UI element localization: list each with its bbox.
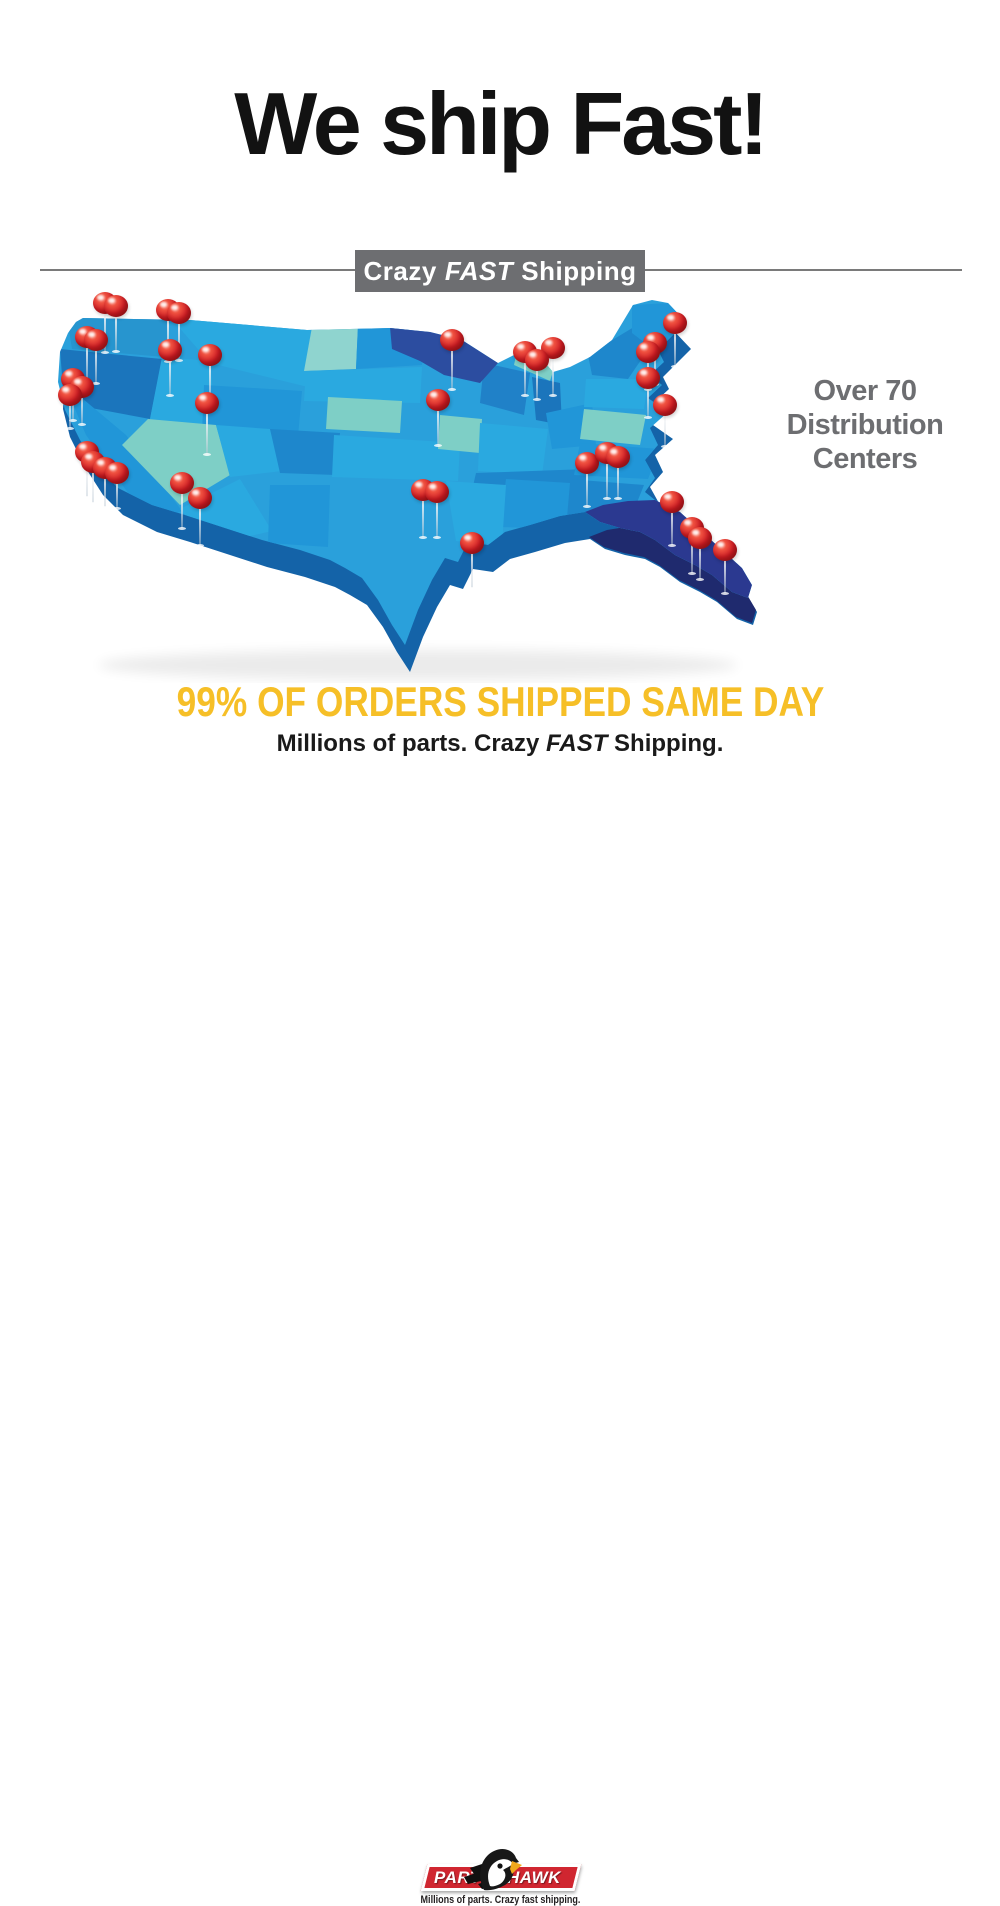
distribution-line-3: Centers: [812, 443, 918, 475]
map-pin: [525, 349, 549, 401]
map-pins-layer: [0, 0, 1000, 1000]
map-pin: [653, 394, 677, 448]
map-pin: [104, 295, 128, 353]
partshawk-logo: PARTS HAWK Millions of parts. Crazy fast…: [0, 920, 1000, 1906]
map-pin: [198, 344, 222, 406]
florida-patch: [585, 500, 752, 598]
state-patches: [60, 303, 752, 598]
promo-canvas: We ship Fast! Crazy FAST Shipping: [0, 0, 1000, 1000]
usa-map: [58, 300, 757, 680]
shipping-badge: Crazy FAST Shipping: [355, 250, 645, 292]
map-pin: [105, 462, 129, 510]
same-day-headline-text: 99% OF ORDERS SHIPPED SAME DAY: [176, 678, 824, 725]
map-pin: [688, 527, 712, 581]
map-pin: [460, 532, 484, 590]
logo-tagline: Millions of parts. Crazy fast shipping.: [420, 1894, 580, 1906]
map-pin: [158, 339, 182, 397]
map-pin: [660, 491, 684, 547]
map-pin: [58, 384, 82, 430]
page-title: We ship Fast!: [234, 73, 768, 173]
minnesota-patch: [390, 327, 498, 383]
map-pin: [575, 452, 599, 508]
badge-word-fast: FAST: [444, 255, 514, 286]
map-pin: [663, 312, 687, 368]
subheadline-fast: FAST: [546, 730, 608, 757]
map-pin: [426, 389, 450, 447]
subheadline-pre: Millions of parts. Crazy: [276, 730, 547, 757]
map-pin: [170, 472, 194, 530]
florida-extrusion: [589, 525, 756, 623]
badge-word-crazy: Crazy: [363, 255, 437, 286]
same-day-headline: 99% OF ORDERS SHIPPED SAME DAY: [0, 678, 1000, 726]
distribution-line-1: Over 70: [813, 375, 917, 407]
map-pin: [636, 367, 660, 419]
badge-word-shipping: Shipping: [521, 255, 637, 286]
map-pin: [713, 539, 737, 595]
subheadline-post: Shipping.: [607, 730, 724, 757]
map-pin: [425, 481, 449, 539]
map-pin: [606, 446, 630, 500]
map-pin: [636, 341, 660, 391]
distribution-line-2: Distribution: [786, 409, 944, 441]
map-pin: [84, 329, 108, 385]
subheadline: Millions of parts. Crazy FAST Shipping.: [0, 730, 1000, 758]
hawk-head-icon: [464, 1848, 522, 1891]
map-pin: [167, 302, 191, 362]
map-shadow: [98, 650, 738, 680]
distribution-centers-label: Over 70 Distribution Centers: [760, 374, 970, 476]
map-pin: [195, 392, 219, 456]
map-pin: [440, 329, 464, 391]
map-pin: [188, 487, 212, 547]
